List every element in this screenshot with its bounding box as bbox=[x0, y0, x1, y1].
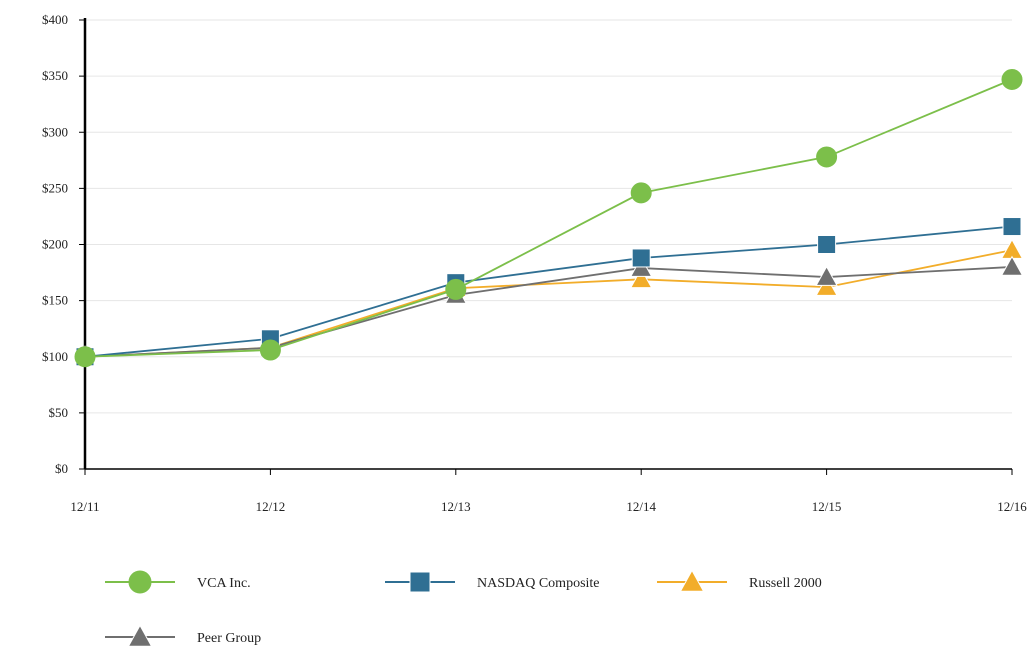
y-tick-label: $150 bbox=[42, 293, 68, 308]
x-axis: 12/11 12/12 12/13 12/14 12/15 12/16 bbox=[70, 468, 1027, 514]
y-tick-label: $100 bbox=[42, 349, 68, 364]
data-point bbox=[631, 248, 651, 268]
data-point bbox=[74, 346, 96, 368]
y-tick-label: $0 bbox=[55, 461, 68, 476]
data-point bbox=[815, 265, 838, 286]
data-point bbox=[815, 275, 838, 296]
series-1 bbox=[75, 217, 1022, 367]
legend-marker bbox=[128, 570, 152, 594]
data-point bbox=[259, 339, 281, 361]
y-tick-label: $200 bbox=[42, 237, 68, 252]
series-2 bbox=[73, 238, 1024, 366]
y-tick-label: $300 bbox=[42, 124, 68, 139]
series-line bbox=[84, 266, 1013, 358]
y-tick-label: $400 bbox=[42, 12, 68, 27]
data-point bbox=[816, 146, 838, 168]
data-point bbox=[1002, 217, 1022, 237]
series-3 bbox=[73, 255, 1024, 366]
x-tick-label: 12/11 bbox=[70, 499, 99, 514]
x-tick-label: 12/12 bbox=[256, 499, 286, 514]
x-tick-label: 12/14 bbox=[626, 499, 656, 514]
legend-marker bbox=[679, 569, 705, 592]
legend-item: VCA Inc. bbox=[105, 570, 251, 594]
data-point bbox=[445, 278, 467, 300]
y-tick-label: $50 bbox=[49, 405, 69, 420]
legend-label: NASDAQ Composite bbox=[477, 576, 600, 591]
gridlines bbox=[85, 19, 1012, 414]
data-point bbox=[1001, 68, 1023, 90]
series-line bbox=[84, 78, 1013, 358]
data-point bbox=[1000, 255, 1024, 276]
y-axis: $0 $50 $100 $150 $200 $250 $300 $350 $400 bbox=[42, 12, 87, 476]
legend-item: Peer Group bbox=[105, 624, 261, 647]
y-tick-label: $250 bbox=[42, 180, 68, 195]
series-line bbox=[84, 249, 1013, 358]
legend-marker bbox=[127, 624, 153, 647]
legend: VCA Inc. NASDAQ Composite Russell 2000 Peer… bbox=[105, 569, 822, 647]
legend-label: Russell 2000 bbox=[749, 576, 822, 591]
series-group bbox=[73, 68, 1024, 368]
series-0 bbox=[74, 68, 1023, 368]
legend-label: Peer Group bbox=[197, 631, 261, 646]
data-point bbox=[630, 267, 653, 289]
legend-marker bbox=[409, 571, 431, 593]
x-tick-label: 12/13 bbox=[441, 499, 471, 514]
data-point bbox=[817, 235, 837, 254]
y-tick-label: $350 bbox=[42, 68, 68, 83]
x-tick-label: 12/16 bbox=[997, 499, 1027, 514]
x-tick-label: 12/15 bbox=[812, 499, 842, 514]
legend-item: NASDAQ Composite bbox=[385, 571, 600, 593]
legend-item: Russell 2000 bbox=[657, 569, 822, 592]
series-line bbox=[84, 225, 1013, 358]
legend-label: VCA Inc. bbox=[197, 576, 251, 591]
data-point bbox=[630, 182, 652, 204]
